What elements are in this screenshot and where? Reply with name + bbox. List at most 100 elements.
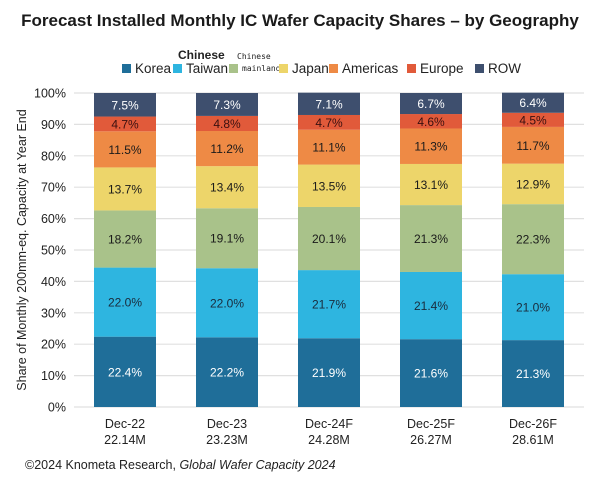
data-label-japan: 13.7%	[108, 182, 142, 196]
bar-segment-japan	[502, 163, 564, 205]
bar-stack: 21.9% 21.7% 20.1% 13.5% 11.1% 4.7% 7.1%	[298, 92, 360, 407]
bar-segment-chinese-mainland	[196, 208, 258, 269]
chart-title: Forecast Installed Monthly IC Wafer Capa…	[21, 11, 579, 30]
data-label-row: 7.3%	[213, 98, 241, 112]
data-label-americas: 11.3%	[414, 140, 447, 154]
x-tick-total: 26.27M	[410, 433, 452, 447]
legend-swatch-mainland	[229, 64, 238, 73]
y-tick-label: 20%	[41, 338, 66, 352]
data-label-americas: 11.2%	[210, 142, 243, 156]
y-tick-label: 0%	[48, 401, 66, 415]
data-label-korea: 21.9%	[312, 366, 346, 380]
bar-segment-chinese-taiwan	[502, 274, 564, 341]
y-tick-label: 90%	[41, 118, 66, 132]
legend-swatch-europe	[407, 64, 416, 73]
data-label-americas: 11.5%	[108, 143, 141, 157]
bar-segment-americas	[298, 129, 360, 165]
bar-segment-korea	[502, 340, 564, 407]
legend-item-americas: Americas	[329, 61, 398, 76]
data-label-korea: 21.3%	[516, 367, 550, 381]
bar-segment-row	[94, 93, 156, 117]
x-tick-label: Dec-26F	[509, 417, 557, 431]
x-tick-label: Dec-25F	[407, 417, 455, 431]
data-label-chinese-mainland: 22.3%	[516, 233, 550, 247]
y-tick-label: 100%	[34, 87, 66, 101]
y-tick-label: 50%	[41, 244, 66, 258]
data-label-chinese-mainland: 19.1%	[210, 232, 244, 246]
legend-item-korea: Korea	[122, 61, 171, 76]
data-label-chinese-taiwan: 22.0%	[108, 296, 142, 310]
data-label-europe: 4.7%	[315, 116, 343, 130]
bar-segment-europe	[94, 116, 156, 132]
source-footer: ©2024 Knometa Research, Global Wafer Cap…	[25, 458, 336, 472]
bar-segment-americas	[400, 128, 462, 164]
bar-segment-europe	[298, 114, 360, 130]
data-label-japan: 13.4%	[210, 181, 244, 195]
y-tick-label: 30%	[41, 306, 66, 320]
data-label-japan: 12.9%	[516, 177, 550, 191]
legend-label-taiwan: Taiwan	[186, 61, 229, 76]
bar-segment-chinese-taiwan	[400, 271, 462, 340]
data-label-korea: 22.4%	[108, 365, 142, 379]
legend-label-mainland: mainland	[242, 64, 281, 73]
bar-segment-americas	[94, 131, 156, 168]
x-tick-label: Dec-24F	[305, 417, 353, 431]
data-label-chinese-taiwan: 21.0%	[516, 301, 550, 315]
bar-segment-japan	[298, 164, 360, 207]
data-label-americas: 11.7%	[516, 139, 549, 153]
bar-stack: 21.3% 21.0% 22.3% 12.9% 11.7% 4.5% 6.4%	[502, 92, 564, 407]
data-label-chinese-taiwan: 21.7%	[312, 298, 346, 312]
legend-label-americas: Americas	[342, 61, 399, 76]
x-tick-label: Dec-23	[207, 417, 247, 431]
x-tick-total: 24.28M	[308, 433, 350, 447]
bar-segment-chinese-mainland	[502, 204, 564, 275]
data-label-korea: 21.6%	[414, 367, 448, 381]
bar-segment-chinese-taiwan	[94, 267, 156, 337]
legend-swatch-row	[475, 64, 484, 73]
bar-segment-korea	[400, 339, 462, 407]
bar-stack: 21.6% 21.4% 21.3% 13.1% 11.3% 4.6% 6.7%	[400, 93, 462, 407]
footer-source: ©2024 Knometa Research,	[25, 458, 180, 472]
legend-item-row: ROW	[475, 61, 521, 76]
bar-segment-chinese-mainland	[400, 205, 462, 272]
data-label-row: 7.1%	[315, 97, 343, 111]
bar-segment-korea	[298, 338, 360, 407]
y-axis-ticks: 0% 10% 20% 30% 40% 50% 60% 70% 80% 90% 100%	[34, 87, 66, 415]
x-tick-total: 22.14M	[104, 433, 146, 447]
bar-segment-japan	[196, 166, 258, 209]
legend-item-taiwan: Taiwan	[173, 61, 228, 76]
data-label-japan: 13.1%	[414, 178, 448, 192]
legend-item-japan: Japan	[279, 61, 329, 76]
data-label-europe: 4.6%	[417, 115, 445, 129]
legend-label-japan: Japan	[292, 61, 329, 76]
bar-segment-chinese-mainland	[94, 210, 156, 268]
data-label-europe: 4.5%	[519, 113, 547, 127]
bar-segment-europe	[502, 112, 564, 127]
bar-segment-europe	[196, 115, 258, 131]
bar-segment-japan	[94, 167, 156, 211]
legend-label-europe: Europe	[420, 61, 464, 76]
data-label-chinese-taiwan: 22.0%	[210, 296, 244, 310]
x-tick-total: 28.61M	[512, 433, 554, 447]
bar-segment-americas	[502, 126, 564, 164]
y-tick-label: 80%	[41, 149, 66, 163]
y-tick-label: 40%	[41, 275, 66, 289]
data-label-europe: 4.8%	[213, 117, 241, 131]
bar-segment-korea	[196, 337, 258, 407]
data-label-japan: 13.5%	[312, 179, 346, 193]
data-label-row: 7.5%	[111, 98, 139, 112]
y-tick-label: 10%	[41, 369, 66, 383]
legend-item-mainland: mainland	[229, 64, 281, 73]
bar-segment-row	[502, 92, 564, 113]
legend-item-europe: Europe	[407, 61, 464, 76]
legend-swatch-korea	[122, 64, 131, 73]
legend-swatch-taiwan	[173, 64, 182, 73]
data-label-chinese-taiwan: 21.4%	[414, 299, 448, 313]
y-axis-label: Share of Monthly 200mm-eq. Capacity at Y…	[15, 109, 29, 390]
y-tick-label: 70%	[41, 181, 66, 195]
bars: 22.4%22.0%18.2%13.7%11.5%4.7%7.5%22.2%22…	[94, 92, 564, 407]
legend-swatch-japan	[279, 64, 288, 73]
data-label-americas: 11.1%	[312, 141, 345, 155]
x-axis-labels: Dec-22 22.14M Dec-23 23.23M Dec-24F 24.28M Dec…	[104, 417, 557, 447]
